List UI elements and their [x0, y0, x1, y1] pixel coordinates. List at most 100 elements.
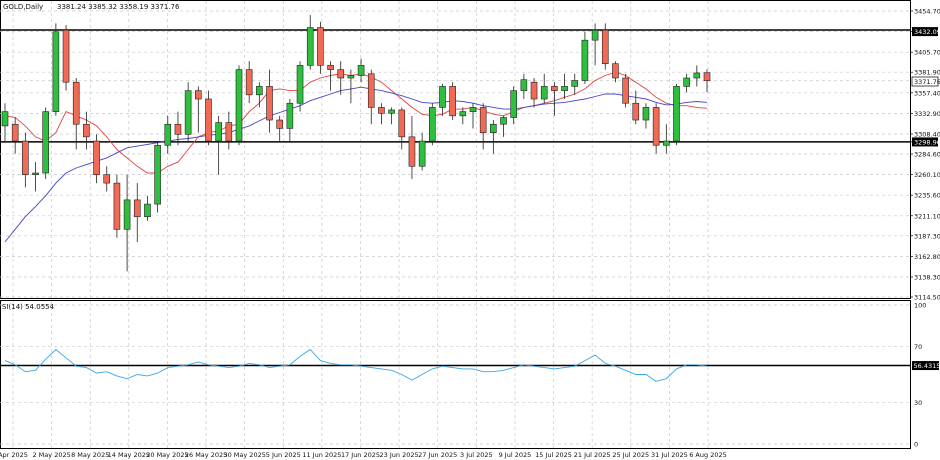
candle [429, 103, 436, 146]
candle [22, 132, 29, 188]
bullish-candle-body [235, 69, 243, 142]
candle [296, 61, 304, 112]
candle [642, 103, 650, 129]
bullish-candle-body [184, 90, 192, 135]
price-tick-label: 3211.10 [914, 212, 940, 220]
symbol-title: GOLD,Daily [3, 3, 43, 11]
candle [347, 69, 355, 104]
bearish-candle-body [266, 86, 273, 121]
price-level-lines[interactable] [0, 29, 910, 367]
level-price-tag[interactable]: 3298.96 [914, 138, 940, 146]
bearish-candle-body [337, 69, 345, 79]
bullish-candle-body [347, 75, 355, 79]
candle [72, 78, 80, 150]
date-tick-label: 3 Jul 2025 [460, 451, 493, 459]
bullish-candle-body [520, 79, 528, 91]
bearish-candle-body [195, 90, 202, 100]
bearish-candle-body [367, 73, 375, 108]
candle [144, 195, 151, 221]
price-tick-label: 3405.70 [914, 49, 940, 57]
bullish-candle-body [642, 107, 650, 121]
bullish-candle-body [693, 72, 701, 79]
candle [591, 23, 599, 66]
price-panel-frame [0, 0, 911, 299]
current-price-tag-bg [911, 76, 939, 87]
level-price-tag-bg[interactable] [912, 137, 938, 147]
candle [306, 14, 314, 70]
bullish-candle-body [256, 86, 263, 96]
candle [317, 21, 324, 74]
bullish-candle-body [286, 102, 294, 129]
bearish-candle-body [530, 81, 538, 100]
bullish-candle-body [388, 109, 395, 114]
price-tick-label: 3381.90 [914, 69, 940, 77]
date-tick-label: 20 May 2025 [146, 451, 188, 459]
bullish-candle-body [459, 111, 467, 117]
rsi-level-tag-bg [912, 361, 939, 371]
rsi-tick-label: 30 [914, 399, 922, 407]
price-tick-label: 3138.30 [914, 273, 940, 281]
bearish-candle-body [622, 77, 629, 104]
bullish-candle-body [32, 172, 39, 175]
bullish-candle-body [1, 111, 9, 127]
level-price-tag[interactable]: 3432.09 [914, 28, 940, 36]
price-tick-label: 3162.80 [914, 253, 940, 261]
bearish-candle-body [449, 86, 456, 117]
candle [256, 82, 263, 108]
candle [439, 83, 446, 116]
candle [612, 61, 619, 83]
bullish-candle-body [296, 65, 304, 104]
candle [673, 83, 680, 146]
moving-averages [4, 71, 708, 243]
bullish-candle-body [673, 86, 680, 142]
date-tick-label: 6 Aug 2025 [689, 451, 727, 459]
bullish-candle-body [663, 140, 670, 146]
bullish-candle-body [683, 77, 690, 87]
candle [378, 103, 385, 125]
candle [388, 107, 395, 125]
rsi-line [4, 348, 708, 382]
price-axis[interactable]: 3454.70 3432.09 3405.70 3381.90 3357.40 3332.… [910, 8, 940, 302]
bearish-candle-body [113, 182, 121, 230]
bearish-candle-body [601, 29, 609, 65]
bearish-candle-body [22, 140, 29, 175]
candle [62, 25, 70, 91]
candle [184, 82, 192, 142]
bearish-candle-body [174, 123, 182, 135]
candle [154, 141, 161, 213]
candle [337, 61, 345, 95]
bullish-candle-body [164, 123, 172, 146]
date-tick-label: 14 May 2025 [108, 451, 150, 459]
bearish-candle-body [62, 29, 70, 83]
candle [266, 69, 273, 133]
bearish-candle-body [103, 174, 111, 184]
date-tick-label: 9 Jul 2025 [499, 451, 532, 459]
candle [327, 61, 334, 91]
candle [113, 174, 121, 238]
candle [652, 103, 660, 154]
candle [32, 162, 39, 192]
date-tick-label: 30 May 2025 [223, 451, 265, 459]
candle [520, 73, 528, 100]
candle [398, 107, 406, 150]
price-tick-label: 3332.90 [914, 110, 940, 118]
bullish-candle-body [215, 122, 222, 142]
candle [235, 65, 243, 146]
rsi-tick-label: 0 [914, 441, 918, 449]
candle [551, 82, 558, 116]
price-tick-label: 3114.50 [914, 294, 940, 302]
bearish-candle-body [276, 119, 283, 129]
candle [449, 82, 456, 121]
bullish-candle-body [581, 39, 589, 81]
bullish-candle-body [418, 140, 426, 167]
candle [357, 58, 365, 83]
level-price-tag-bg[interactable] [912, 27, 938, 37]
bullish-candle-body [154, 144, 161, 205]
bullish-candle-body [571, 80, 579, 87]
candle [164, 115, 172, 154]
bullish-candle-body [561, 86, 568, 91]
candle [469, 103, 477, 129]
bearish-candle-body [378, 107, 385, 114]
bullish-candle-body [510, 90, 517, 118]
